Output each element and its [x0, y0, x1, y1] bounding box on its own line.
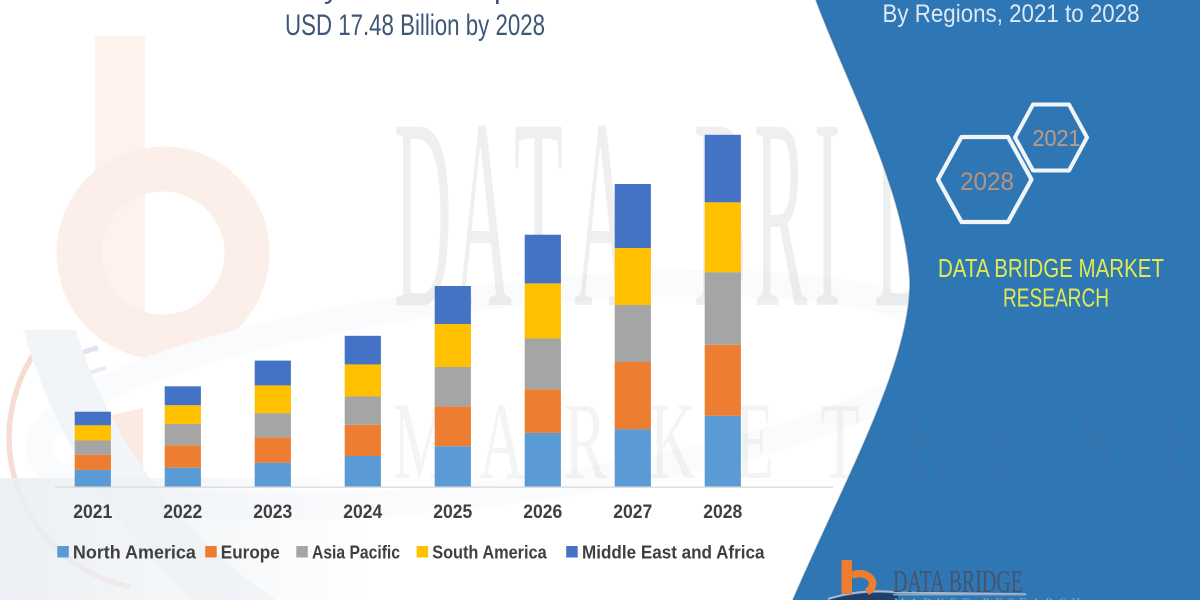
svg-text:p: p — [494, 0, 511, 5]
svg-text:2028: 2028 — [703, 502, 742, 523]
svg-text:2027: 2027 — [613, 502, 652, 523]
svg-text:I: I — [814, 63, 841, 364]
svg-text:By Regions, 2021 to 2028: By Regions, 2021 to 2028 — [883, 0, 1140, 28]
svg-text:2021: 2021 — [73, 502, 112, 523]
svg-text:y: y — [324, 0, 339, 5]
svg-text:R: R — [754, 63, 807, 364]
svg-text:A: A — [479, 381, 525, 502]
svg-text:T: T — [821, 381, 860, 502]
svg-text:2026: 2026 — [523, 502, 562, 523]
svg-text:S: S — [1077, 381, 1113, 502]
svg-text:Asia Pacific: Asia Pacific — [312, 542, 400, 563]
svg-text:South America: South America — [432, 542, 547, 563]
svg-text:R: R — [906, 381, 949, 502]
svg-text:DATA BRIDGE MARKET: DATA BRIDGE MARKET — [938, 253, 1164, 283]
svg-text:Europe: Europe — [221, 542, 280, 563]
svg-text:2023: 2023 — [253, 502, 292, 523]
svg-text:2025: 2025 — [433, 502, 472, 523]
svg-text:2022: 2022 — [163, 502, 202, 523]
svg-text:R: R — [564, 381, 607, 502]
svg-text:MARKET RESEARCH: MARKET RESEARCH — [894, 595, 1085, 600]
svg-text:E: E — [992, 381, 1031, 502]
svg-text:DATA BRIDGE: DATA BRIDGE — [893, 564, 1023, 599]
svg-text:RESEARCH: RESEARCH — [1003, 283, 1109, 313]
svg-text:2024: 2024 — [343, 502, 382, 523]
svg-text:North America: North America — [73, 542, 197, 563]
svg-text:K: K — [650, 381, 696, 502]
svg-text:E: E — [1163, 381, 1200, 502]
svg-text:USD 17.48 Billion by 2028: USD 17.48 Billion by 2028 — [285, 9, 545, 42]
svg-text:2021: 2021 — [1033, 125, 1081, 151]
svg-text:2028: 2028 — [960, 168, 1014, 196]
svg-text:Middle East and Africa: Middle East and Africa — [582, 542, 765, 563]
